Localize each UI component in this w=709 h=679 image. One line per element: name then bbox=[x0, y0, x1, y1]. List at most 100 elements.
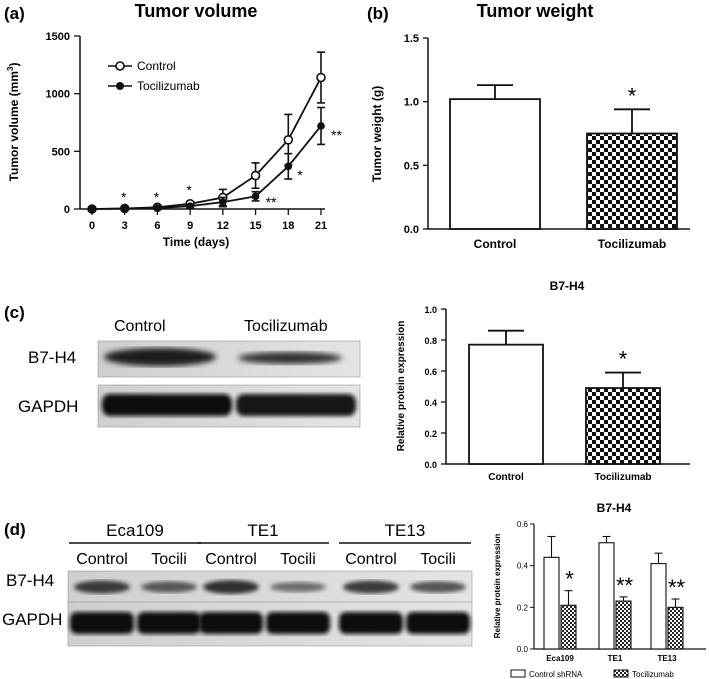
blot-c-row-label-gapdh: GAPDH bbox=[18, 397, 78, 416]
blot-c-header-control: Control bbox=[114, 318, 166, 335]
panel-label-d: (d) bbox=[4, 520, 26, 539]
chart-b-bar-control bbox=[449, 98, 541, 230]
blot-d-b7h4-band bbox=[343, 580, 399, 594]
blot-d-gapdh-band bbox=[70, 612, 134, 634]
chart-d-bar-te13-control-shrna bbox=[650, 563, 667, 650]
blot-d-group-te1: TE1 bbox=[247, 521, 278, 540]
chart-a-significance: * bbox=[297, 167, 303, 183]
chart-d-category-label: Eca109 bbox=[546, 654, 574, 663]
chart-a-y-label-sup: 3 bbox=[6, 66, 15, 71]
chart-d-ytick-label: 0.2 bbox=[517, 603, 529, 612]
chart-d-significance: * bbox=[565, 567, 574, 592]
blot-d-lane-control: Control bbox=[76, 551, 128, 568]
legend-label-tocilizumab-d: Tocilizumab bbox=[632, 670, 674, 679]
chart-a-significance: * bbox=[154, 189, 160, 205]
chart-c-ytick-label: 0.8 bbox=[424, 336, 437, 346]
chart-a-y-label: Tumor volume (mm3) bbox=[6, 63, 21, 182]
chart-a-point-tocilizumab bbox=[251, 192, 260, 201]
chart-a-point-tocilizumab bbox=[317, 122, 325, 130]
legend-swatch-control-shrna bbox=[510, 669, 526, 678]
chart-b-title: Tumor weight bbox=[477, 1, 594, 21]
b7h4-expression-chart-d: B7-H4 0.0 0.2 0.4 0.6 * Eca109 ** TE1 ** TE13 Re… bbox=[493, 501, 706, 679]
chart-a-xtick-label: 12 bbox=[217, 220, 229, 232]
chart-c-ytick-label: 0.6 bbox=[424, 367, 437, 377]
legend-label-tocilizumab: Tocilizumab bbox=[137, 79, 200, 93]
panel-label-a: (a) bbox=[4, 4, 25, 23]
chart-d-bar-te13-tocilizumab bbox=[667, 606, 684, 650]
chart-c-category-label: Tocilizumab bbox=[594, 472, 651, 483]
chart-a-x-label: Time (days) bbox=[163, 235, 229, 249]
chart-b-ytick-label: 1.5 bbox=[404, 33, 419, 45]
chart-c-significance: * bbox=[619, 347, 628, 372]
legend-label-control: Control bbox=[137, 59, 176, 73]
chart-a-point-tocilizumab bbox=[88, 205, 96, 213]
blot-d-b7h4-band bbox=[203, 580, 259, 594]
chart-a-point-tocilizumab bbox=[219, 198, 227, 206]
chart-a-significance: * bbox=[186, 182, 192, 198]
chart-d-ytick-label: 0.0 bbox=[517, 645, 529, 654]
blot-c-b7h4-band-control bbox=[104, 348, 216, 366]
chart-d-legend: Control shRNA Tocilizumab bbox=[510, 669, 674, 679]
western-blot-d: Eca109 TE1 TE13 Control Tocili Control Tocili C… bbox=[2, 521, 473, 647]
blot-d-lane-control: Control bbox=[345, 551, 397, 568]
chart-a-point-control bbox=[283, 135, 294, 145]
chart-a-xtick-label: 15 bbox=[249, 220, 261, 232]
legend-label-control-shrna: Control shRNA bbox=[529, 670, 583, 679]
chart-d-bar-eca109-tocilizumab bbox=[560, 604, 577, 650]
chart-a-ytick-label: 500 bbox=[52, 146, 70, 158]
chart-a-xtick-label: 18 bbox=[282, 220, 294, 232]
chart-a-xtick-label: 21 bbox=[315, 220, 327, 232]
chart-d-bar-te1-tocilizumab bbox=[615, 600, 632, 650]
chart-d-category-label: TE13 bbox=[657, 654, 677, 663]
blot-d-row-label-gapdh: GAPDH bbox=[2, 610, 62, 629]
chart-d-significance: ** bbox=[668, 575, 686, 600]
blot-c-b7h4-band-tocilizumab bbox=[238, 352, 342, 364]
chart-a-significance: ** bbox=[331, 127, 342, 143]
chart-d-ytick-label: 0.6 bbox=[517, 520, 529, 529]
blot-d-b7h4-band bbox=[74, 580, 130, 594]
chart-a-point-tocilizumab bbox=[284, 162, 293, 171]
legend-swatch-tocilizumab bbox=[613, 669, 629, 678]
chart-a-xtick-label: 0 bbox=[89, 220, 95, 232]
legend-marker-control bbox=[115, 61, 125, 71]
chart-c-y-label: Relative protein expression bbox=[396, 321, 407, 452]
chart-d-bar-eca109-control-shrna bbox=[543, 556, 560, 650]
blot-c-gapdh-band-control bbox=[102, 394, 232, 416]
chart-d-ytick-label: 0.4 bbox=[517, 562, 529, 571]
chart-a-significance: ** bbox=[266, 194, 277, 210]
tumor-weight-chart: Tumor weight 0.0 0.5 1.0 1.5 Control Tociliz… bbox=[370, 1, 690, 251]
chart-c-bar-control bbox=[468, 343, 544, 465]
blot-d-row-label-b7h4: B7-H4 bbox=[6, 571, 54, 590]
chart-b-significance: * bbox=[628, 83, 637, 108]
blot-d-gapdh-band bbox=[266, 612, 330, 634]
chart-a-point-control bbox=[316, 72, 326, 83]
chart-a-point-tocilizumab bbox=[120, 204, 129, 213]
blot-d-group-eca109: Eca109 bbox=[106, 521, 164, 540]
chart-b-bar-tocilizumab bbox=[586, 132, 678, 230]
blot-c-gapdh-band-tocilizumab bbox=[236, 394, 356, 416]
blot-d-lane-control: Control bbox=[205, 551, 257, 568]
chart-c-title: B7-H4 bbox=[550, 279, 585, 293]
blot-d-b7h4-band bbox=[410, 581, 466, 593]
chart-a-point-control bbox=[250, 170, 261, 181]
chart-a-title: Tumor volume bbox=[135, 1, 258, 21]
chart-c-ytick-label: 0.2 bbox=[424, 429, 437, 439]
chart-b-ytick-label: 1.0 bbox=[404, 97, 419, 109]
blot-d-group-te13: TE13 bbox=[385, 521, 426, 540]
chart-a-significance: * bbox=[121, 189, 127, 205]
chart-a-y-label-main: Tumor volume (mm bbox=[7, 71, 21, 181]
blot-d-b7h4-band bbox=[270, 581, 326, 593]
chart-d-bar-te1-control-shrna bbox=[598, 542, 615, 650]
chart-a-ytick-label: 1000 bbox=[46, 89, 70, 101]
chart-b-category-label: Tocilizumab bbox=[598, 237, 666, 251]
blot-d-b7h4-band bbox=[141, 581, 197, 593]
chart-b-ytick-label: 0.5 bbox=[404, 160, 419, 172]
blot-c-row-label-b7h4: B7-H4 bbox=[28, 348, 76, 367]
chart-d-y-label: Relative protein expression bbox=[493, 534, 502, 639]
chart-a-xtick-label: 3 bbox=[122, 220, 128, 232]
chart-c-ytick-label: 0.4 bbox=[424, 398, 437, 408]
chart-a-point-tocilizumab bbox=[153, 204, 162, 212]
western-blot-c: Control Tocilizumab B7-H4 GAPDH bbox=[18, 318, 361, 428]
tumor-volume-chart: Tumor volume 0 500 1000 1500 0 3 6 9 12 15 18 21 T… bbox=[6, 1, 342, 249]
panel-label-b: (b) bbox=[367, 4, 389, 23]
